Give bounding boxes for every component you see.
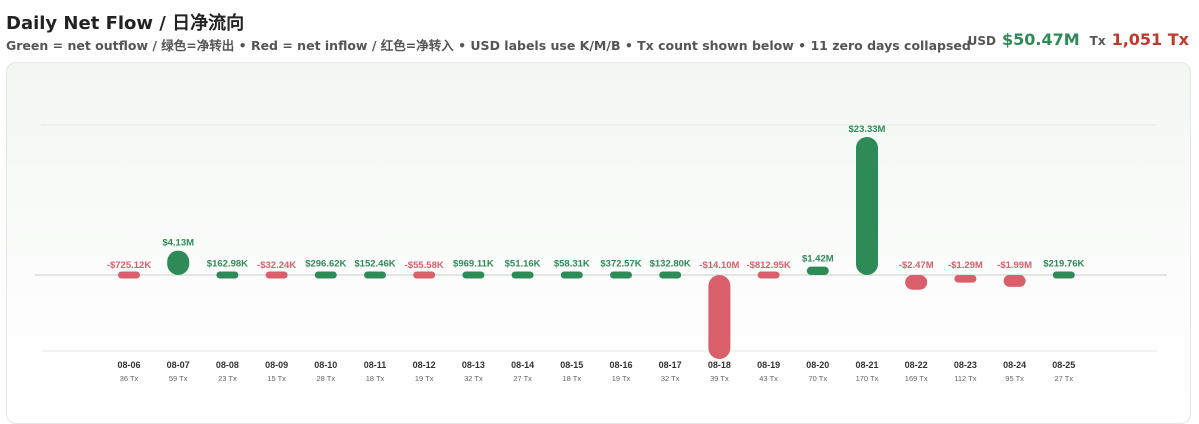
bar-08-11[interactable] [364,271,386,279]
tx-count-label: 19 Tx [415,374,434,383]
tx-count-label: 39 Tx [710,374,729,383]
date-tick-label: 08-11 [364,360,387,370]
date-tick-label: 08-17 [659,360,682,370]
usd-total-value: $50.47M [1001,30,1080,49]
bar-08-13[interactable] [462,271,485,279]
date-tick-label: 08-18 [708,360,731,370]
date-tick-label: 08-12 [413,360,436,370]
value-label: $51.16K [505,259,541,270]
value-label: $219.76K [1043,259,1084,270]
daily-net-flow-chart: -$725.12K 08-06 36 Tx $4.13M 08-07 59 Tx $162.… [35,124,1167,383]
value-label: -$1.99M [997,260,1032,271]
date-tick-label: 08-14 [511,360,534,370]
date-tick-label: 08-21 [855,360,878,370]
date-tick-label: 08-16 [609,360,632,370]
value-label: $4.13M [162,238,194,249]
bar-08-12[interactable] [413,271,436,279]
value-label: $162.98K [207,259,248,270]
date-tick-label: 08-25 [1052,360,1075,370]
tx-count-label: 32 Tx [661,374,680,383]
bar-08-06[interactable] [118,271,140,279]
value-label: $296.62K [305,259,346,270]
date-tick-label: 08-22 [905,360,928,370]
bar-08-08[interactable] [216,271,239,279]
tx-count-label: 59 Tx [169,374,188,383]
tx-count-label: 112 Tx [954,374,976,383]
value-label: -$725.12K [107,260,152,271]
bar-08-25[interactable] [1052,271,1075,279]
tx-total-value: 1,051 Tx [1111,30,1189,49]
value-label: $372.57K [600,259,641,270]
date-tick-label: 08-09 [265,360,288,370]
value-label: $969.11K [453,259,494,270]
tx-count-label: 19 Tx [612,374,631,383]
date-tick-label: 08-13 [462,360,485,370]
bar-08-16[interactable] [610,271,632,279]
tx-count-label: 32 Tx [464,374,483,383]
value-label: -$14.10M [699,260,739,271]
bar-08-09[interactable] [265,271,288,279]
bar-08-21[interactable] [856,137,878,275]
tx-count-label: 27 Tx [1054,374,1073,383]
summary-totals: USD $50.47M Tx 1,051 Tx [968,30,1189,49]
value-label: $152.46K [354,259,395,270]
tx-count-label: 169 Tx [905,374,928,383]
bar-08-23[interactable] [954,275,977,283]
bar-08-22[interactable] [905,275,928,290]
date-tick-label: 08-08 [216,360,239,370]
date-tick-label: 08-20 [806,360,829,370]
tx-count-label: 18 Tx [366,374,385,383]
value-label: $132.80K [650,259,691,270]
date-tick-label: 08-15 [560,360,583,370]
date-tick-label: 08-10 [314,360,337,370]
value-label: -$55.58K [405,260,444,271]
usd-total-label: USD [967,34,996,48]
chart-panel: -$725.12K 08-06 36 Tx $4.13M 08-07 59 Tx $162.… [6,62,1191,424]
tx-count-label: 43 Tx [759,374,778,383]
tx-count-label: 18 Tx [562,374,581,383]
value-label: -$812.95K [746,260,791,271]
bar-08-24[interactable] [1003,275,1026,287]
value-label: -$2.47M [899,260,934,271]
tx-count-label: 27 Tx [513,374,532,383]
date-tick-label: 08-06 [117,360,140,370]
tx-count-label: 170 Tx [856,374,879,383]
bar-08-15[interactable] [560,271,583,279]
tx-count-label: 23 Tx [218,374,237,383]
tx-count-label: 95 Tx [1005,374,1024,383]
value-label: $1.42M [802,254,834,265]
bar-08-10[interactable] [314,271,337,279]
chart-subtitle: Green = net outflow / 绿色=净转出 • Red = net… [6,38,971,53]
tx-count-label: 36 Tx [120,374,139,383]
bar-08-19[interactable] [757,271,780,279]
bar-08-17[interactable] [659,271,682,279]
value-label: $58.31K [554,259,590,270]
date-tick-label: 08-23 [954,360,977,370]
tx-count-label: 70 Tx [808,374,827,383]
tx-count-label: 15 Tx [267,374,286,383]
date-tick-label: 08-24 [1003,360,1026,370]
value-label: $23.33M [849,124,886,135]
tx-count-label: 28 Tx [316,374,335,383]
bar-08-20[interactable] [806,266,829,275]
bar-08-18[interactable] [708,275,731,359]
value-label: -$1.29M [948,260,983,271]
date-tick-label: 08-19 [757,360,780,370]
chart-title: Daily Net Flow / 日净流向 [6,13,245,34]
tx-total-label: Tx [1089,34,1106,48]
date-tick-label: 08-07 [167,360,190,370]
value-label: -$32.24K [257,260,296,271]
bar-08-07[interactable] [167,250,190,275]
bar-08-14[interactable] [511,271,534,279]
